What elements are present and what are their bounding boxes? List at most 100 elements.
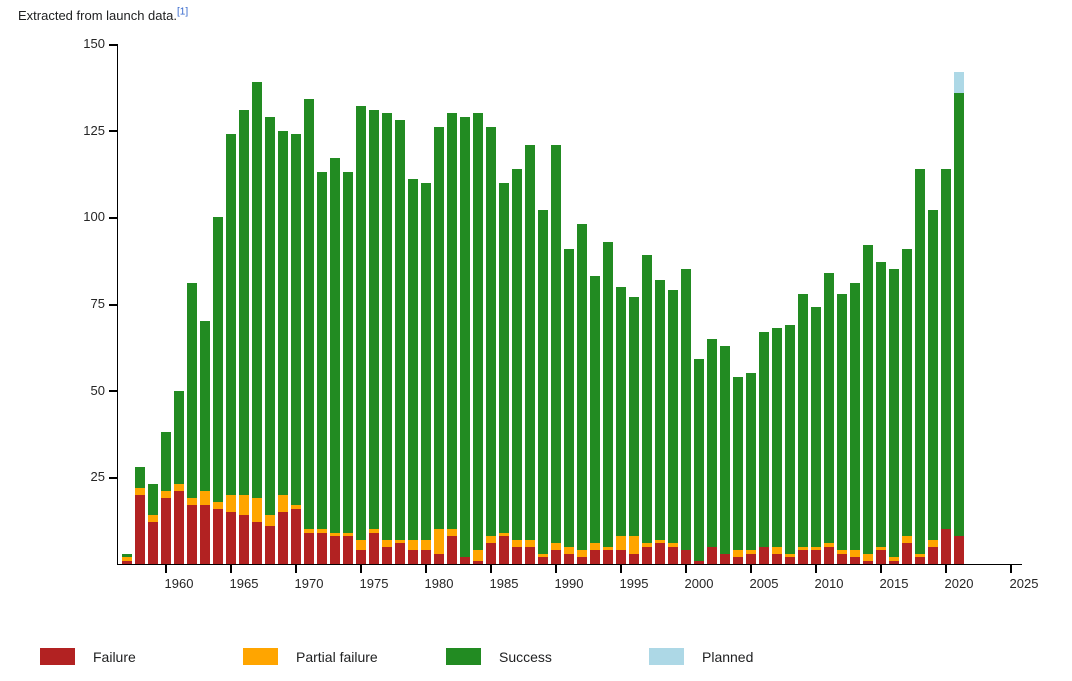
bar-1995-partial_failure	[616, 536, 626, 551]
y-tick-label: 25	[90, 469, 105, 485]
bar-1961-partial_failure	[174, 484, 184, 492]
bar-1996-success	[629, 297, 639, 537]
citation-link[interactable]: [1]	[176, 6, 189, 18]
x-tick	[425, 565, 427, 573]
bar-1993-success	[590, 276, 600, 544]
bar-1978-failure	[395, 543, 405, 564]
bar-1971-partial_failure	[304, 529, 314, 533]
bar-1966-partial_failure	[239, 494, 249, 516]
bar-1960-partial_failure	[161, 491, 171, 499]
x-tick	[490, 565, 492, 573]
x-tick	[620, 565, 622, 573]
bar-1987-success	[512, 168, 522, 540]
bar-1990-partial_failure	[551, 543, 561, 551]
bar-1957-partial_failure	[122, 557, 132, 561]
bar-2021-success	[954, 92, 964, 537]
bar-1958-failure	[135, 494, 145, 564]
bar-1992-partial_failure	[577, 550, 587, 558]
bar-1989-failure	[538, 557, 548, 564]
x-tick	[880, 565, 882, 573]
bar-1971-failure	[304, 532, 314, 564]
bar-1997-partial_failure	[642, 543, 652, 547]
bar-1970-failure	[291, 508, 301, 564]
bar-2009-partial_failure	[798, 546, 808, 551]
bar-1963-failure	[200, 505, 210, 564]
bar-1976-partial_failure	[369, 529, 379, 533]
legend-swatch-partial_failure	[243, 648, 278, 665]
bar-1981-partial_failure	[434, 529, 444, 554]
bar-1967-failure	[252, 522, 262, 564]
bar-2007-partial_failure	[772, 546, 782, 554]
bar-1968-partial_failure	[265, 515, 275, 526]
x-tick-label: 1995	[619, 576, 649, 591]
bar-1997-success	[642, 255, 652, 544]
bar-1998-failure	[655, 543, 665, 564]
legend-label-planned: Planned	[702, 649, 754, 665]
bar-1998-partial_failure	[655, 539, 665, 544]
bar-1992-success	[577, 224, 587, 551]
x-tick-label: 2005	[749, 576, 779, 591]
bar-1982-partial_failure	[447, 529, 457, 537]
x-tick-label: 2020	[944, 576, 974, 591]
bar-1982-success	[447, 113, 457, 530]
bar-1963-success	[200, 321, 210, 492]
bar-2021-planned	[954, 71, 964, 93]
bar-1984-success	[473, 113, 483, 551]
bar-2017-partial_failure	[902, 536, 912, 544]
x-tick	[685, 565, 687, 573]
bar-2001-failure	[694, 560, 704, 564]
x-tick	[360, 565, 362, 573]
bar-2013-partial_failure	[850, 550, 860, 558]
bar-2017-success	[902, 248, 912, 537]
bar-1968-success	[265, 116, 275, 516]
bar-2007-failure	[772, 553, 782, 564]
bar-1993-failure	[590, 550, 600, 564]
x-tick	[295, 565, 297, 573]
x-tick	[750, 565, 752, 573]
bar-1997-failure	[642, 546, 652, 564]
y-tick	[109, 303, 117, 306]
bar-2013-failure	[850, 557, 860, 564]
bar-1998-success	[655, 279, 665, 540]
x-tick	[165, 565, 167, 573]
bar-2014-failure	[863, 560, 873, 564]
bar-1957-success	[122, 553, 132, 558]
bar-1960-failure	[161, 498, 171, 564]
x-tick	[1010, 565, 1012, 573]
bar-1969-failure	[278, 512, 288, 564]
bar-2020-success	[941, 168, 951, 530]
bar-1987-partial_failure	[512, 539, 522, 547]
bar-2011-partial_failure	[824, 543, 834, 547]
bar-1964-failure	[213, 508, 223, 564]
x-tick	[555, 565, 557, 573]
bar-1985-partial_failure	[486, 536, 496, 544]
y-tick-label: 150	[83, 36, 105, 51]
x-tick	[945, 565, 947, 573]
bar-1970-success	[291, 134, 301, 506]
bar-2016-success	[889, 269, 899, 558]
bar-2018-failure	[915, 557, 925, 564]
bar-1988-partial_failure	[525, 539, 535, 547]
bar-1983-success	[460, 116, 470, 558]
bar-1962-partial_failure	[187, 498, 197, 506]
x-tick-label: 1960	[164, 576, 194, 591]
x-axis-line	[117, 564, 1022, 565]
bar-2014-partial_failure	[863, 553, 873, 561]
bar-1973-partial_failure	[330, 532, 340, 537]
bar-1993-partial_failure	[590, 543, 600, 551]
legend-swatch-planned	[649, 648, 684, 665]
x-tick	[230, 565, 232, 573]
bar-1967-success	[252, 82, 262, 499]
bar-2019-failure	[928, 546, 938, 564]
bar-1965-success	[226, 134, 236, 495]
bar-2010-success	[811, 307, 821, 547]
bar-2018-success	[915, 168, 925, 554]
bar-2008-partial_failure	[785, 553, 795, 558]
bar-2005-failure	[746, 553, 756, 564]
bar-1976-success	[369, 109, 379, 530]
bar-1976-failure	[369, 532, 379, 564]
bar-1999-success	[668, 290, 678, 544]
y-tick	[109, 43, 117, 46]
bar-1994-failure	[603, 550, 613, 564]
bar-2006-failure	[759, 546, 769, 564]
